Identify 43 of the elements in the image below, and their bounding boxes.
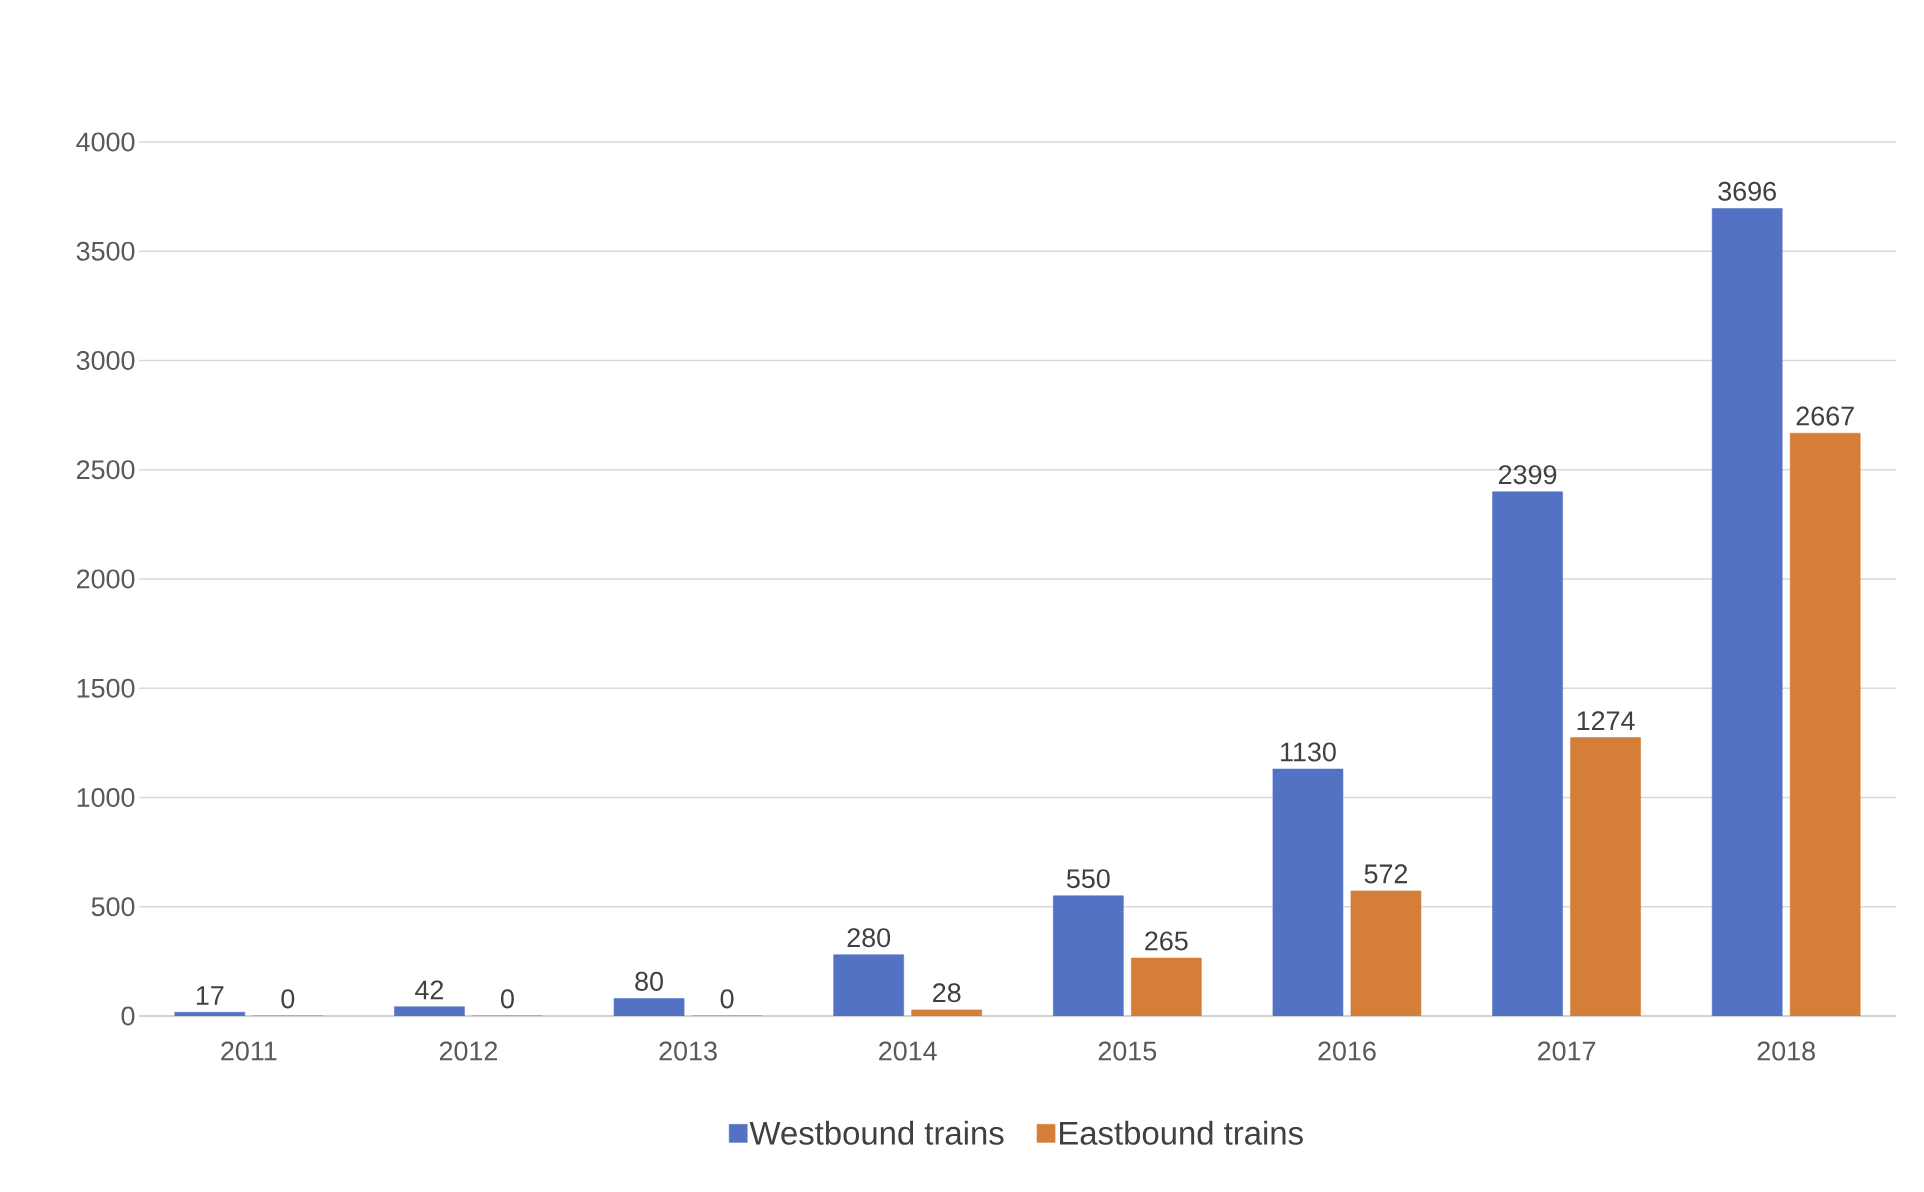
x-tick-label: 2015: [1098, 1041, 1157, 1061]
x-tick-label: 2017: [1538, 1041, 1596, 1061]
y-tick-label: 2000: [77, 569, 135, 589]
data-label: 2399: [1499, 465, 1557, 485]
legend-label: Eastbound trains: [1060, 1120, 1303, 1145]
y-tick-label: 3500: [76, 241, 135, 261]
data-label: 265: [1145, 931, 1188, 951]
data-label: 3696: [1718, 181, 1776, 201]
x-tick-label: 2016: [1318, 1041, 1376, 1061]
data-label: 280: [847, 928, 891, 948]
bar: [394, 1006, 465, 1016]
y-tick-label: 500: [91, 897, 135, 917]
bar: [613, 998, 685, 1016]
data-label: 572: [1364, 864, 1408, 884]
data-label: 17: [196, 986, 224, 1005]
data-label: 2667: [1796, 406, 1854, 426]
x-tick-label: 2012: [439, 1041, 497, 1061]
bar: [1711, 208, 1783, 1016]
data-label: 1274: [1577, 711, 1635, 730]
bar: [174, 1011, 246, 1016]
x-tick-label: 2011: [221, 1041, 277, 1061]
y-tick-label: 4000: [76, 132, 135, 152]
bar: [1492, 491, 1563, 1016]
x-tick-label: 2014: [879, 1041, 937, 1061]
data-label: 80: [635, 971, 663, 991]
bar: [833, 954, 904, 1016]
x-tick-label: 2013: [659, 1041, 717, 1061]
bar: [1053, 895, 1124, 1016]
data-label: 0: [281, 989, 295, 1009]
y-tick-label: 1000: [77, 787, 135, 808]
data-label: 28: [933, 983, 961, 1003]
data-label: 1130: [1281, 742, 1336, 762]
data-label: 0: [720, 989, 734, 1009]
x-tick-label: 2018: [1757, 1041, 1815, 1061]
y-tick-label: 2500: [77, 460, 135, 480]
y-tick-label: 3000: [76, 350, 135, 371]
data-label: 42: [415, 980, 444, 1000]
bar: [1272, 768, 1344, 1016]
y-tick-label: 1500: [77, 678, 135, 698]
data-label: 550: [1066, 869, 1110, 889]
y-tick-label: 0: [121, 1006, 135, 1026]
data-label: 0: [501, 989, 514, 1009]
legend-label: Westbound trains: [749, 1120, 1004, 1145]
